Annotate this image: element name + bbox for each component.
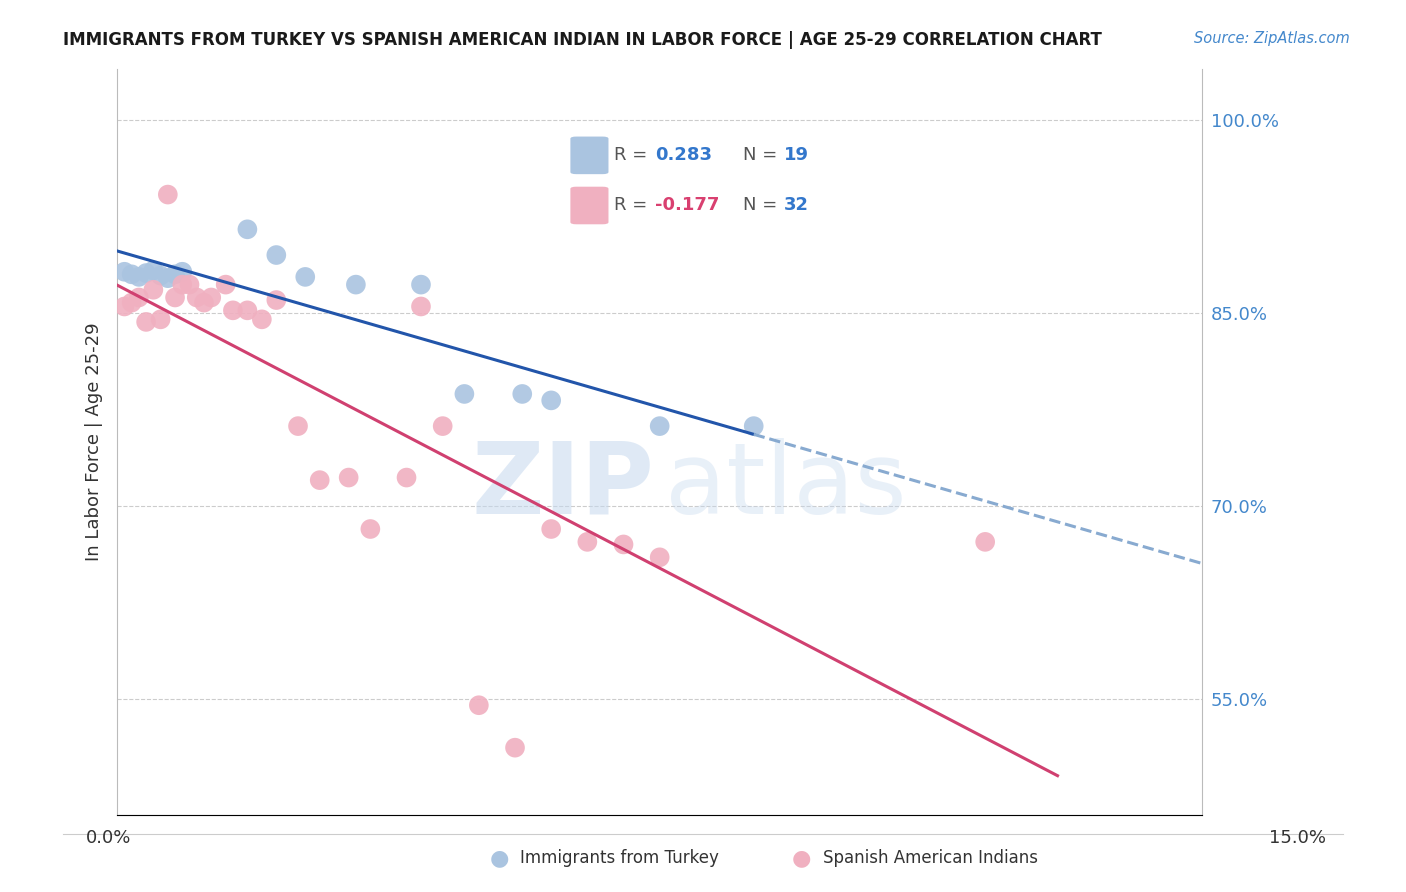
Point [742, 419, 765, 434]
Point [156, 187, 179, 202]
Text: ●: ● [792, 848, 811, 868]
Point [540, 522, 562, 536]
Point [200, 290, 222, 304]
Point [250, 312, 273, 326]
Point [222, 303, 245, 318]
Point [135, 315, 157, 329]
Point [193, 295, 215, 310]
Text: ●: ● [489, 848, 509, 868]
Point [308, 473, 330, 487]
Point [648, 550, 671, 565]
Text: Source: ZipAtlas.com: Source: ZipAtlas.com [1194, 31, 1350, 46]
Point [612, 537, 634, 551]
Text: 15.0%: 15.0% [1270, 829, 1326, 847]
Point [165, 290, 187, 304]
Point [510, 387, 533, 401]
Point [503, 740, 526, 755]
Point [156, 271, 179, 285]
Point [409, 300, 432, 314]
Point [974, 534, 997, 549]
Point [648, 419, 671, 434]
Point [337, 470, 360, 484]
Point [287, 419, 309, 434]
Point [186, 290, 208, 304]
Point [453, 387, 475, 401]
Point [172, 265, 194, 279]
Text: atlas: atlas [665, 438, 907, 535]
Point [236, 303, 259, 318]
Text: Immigrants from Turkey: Immigrants from Turkey [520, 849, 718, 867]
Text: ZIP: ZIP [471, 438, 654, 535]
Point [112, 265, 135, 279]
Point [172, 277, 194, 292]
Point [142, 263, 165, 277]
Point [128, 290, 150, 304]
Point [266, 293, 288, 307]
Point [294, 269, 316, 284]
Y-axis label: In Labor Force | Age 25-29: In Labor Force | Age 25-29 [86, 322, 103, 561]
Point [266, 248, 288, 262]
Point [149, 312, 172, 326]
Point [540, 393, 562, 408]
Point [135, 266, 157, 280]
Text: IMMIGRANTS FROM TURKEY VS SPANISH AMERICAN INDIAN IN LABOR FORCE | AGE 25-29 COR: IMMIGRANTS FROM TURKEY VS SPANISH AMERIC… [63, 31, 1102, 49]
Point [468, 698, 491, 713]
Point [179, 277, 201, 292]
Point [576, 534, 599, 549]
Point [359, 522, 381, 536]
Point [432, 419, 454, 434]
Text: 0.0%: 0.0% [86, 829, 131, 847]
Point [236, 222, 259, 236]
Point [128, 269, 150, 284]
Point [215, 277, 238, 292]
Point [344, 277, 367, 292]
Point [112, 300, 135, 314]
Point [149, 268, 172, 283]
Point [142, 283, 165, 297]
Point [165, 268, 187, 282]
Point [409, 277, 432, 292]
Point [395, 470, 418, 484]
Text: Spanish American Indians: Spanish American Indians [823, 849, 1038, 867]
Point [121, 268, 143, 282]
Point [121, 295, 143, 310]
